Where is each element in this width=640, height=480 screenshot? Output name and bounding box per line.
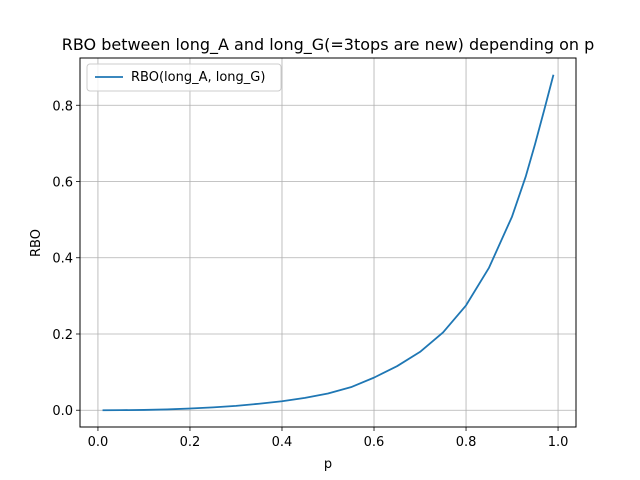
x-axis-label: p	[324, 457, 332, 472]
y-axis-label: RBO	[29, 229, 44, 257]
grid-lines	[80, 58, 576, 427]
x-tick-label: 0.4	[272, 435, 293, 450]
x-tick-label: 0.0	[88, 435, 109, 450]
y-tick-label: 0.2	[52, 328, 73, 343]
x-tick-label: 0.2	[180, 435, 201, 450]
x-tick-label: 0.8	[456, 435, 477, 450]
legend: RBO(long_A, long_G)	[86, 63, 282, 92]
plot-lines	[102, 74, 555, 412]
legend-label: RBO(long_A, long_G)	[131, 70, 265, 85]
x-tick-label: 1.0	[548, 435, 569, 450]
y-tick-label: 0.6	[52, 176, 73, 191]
x-tick-label: 0.6	[364, 435, 385, 450]
y-tick-label: 0.4	[52, 252, 73, 267]
series-line	[102, 74, 555, 412]
y-tick-label: 0.8	[52, 99, 73, 114]
x-axis-ticks: 0.0 0.2 0.4 0.6 0.8 1.0	[88, 427, 569, 450]
legend-box	[86, 63, 282, 92]
chart-title: RBO between long_A and long_G(=3tops are…	[62, 35, 595, 55]
plot-area-frame	[79, 57, 577, 428]
y-tick-label: 0.0	[52, 404, 73, 419]
y-axis-ticks: 0.0 0.2 0.4 0.6 0.8	[52, 99, 80, 419]
